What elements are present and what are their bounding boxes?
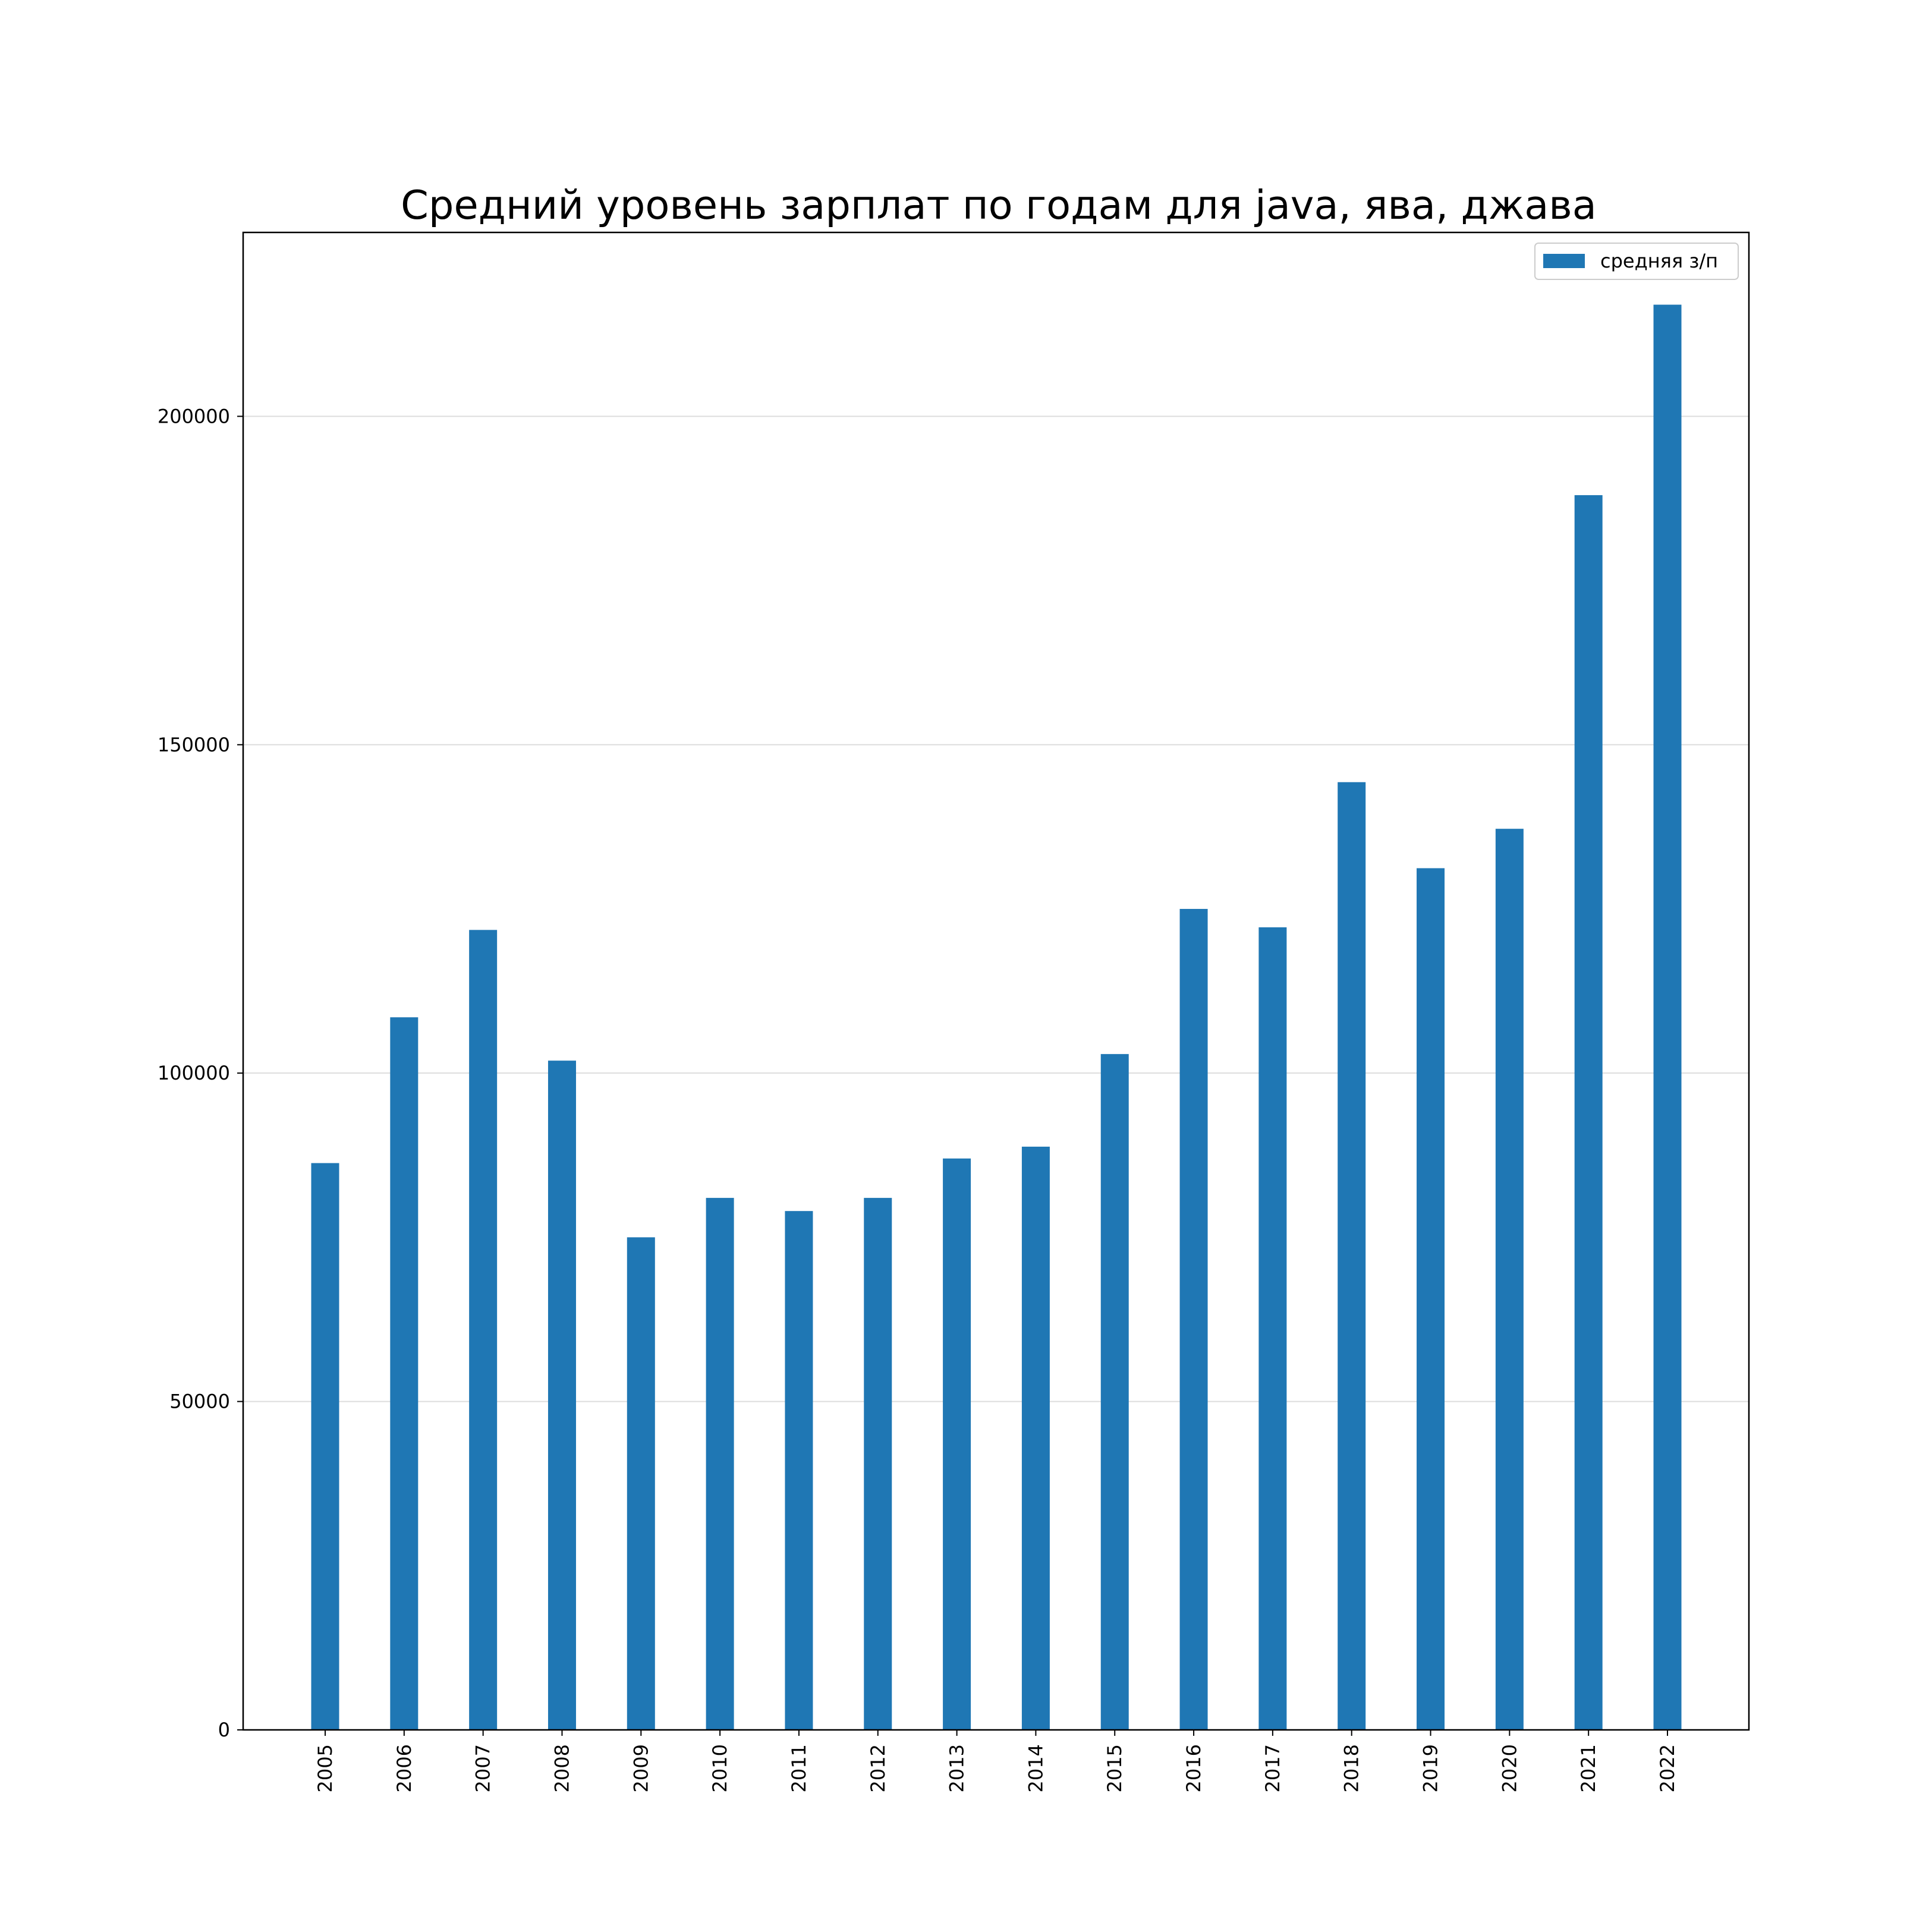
x-tick-label: 2020 — [1498, 1744, 1521, 1792]
x-tick-label: 2011 — [788, 1744, 810, 1792]
y-tick-label: 100000 — [158, 1062, 230, 1084]
y-tick-label: 150000 — [158, 734, 230, 756]
x-tick-label: 2016 — [1182, 1744, 1205, 1792]
legend-label: средняя з/п — [1600, 250, 1718, 272]
bar-2019 — [1417, 868, 1445, 1730]
x-tick-label: 2022 — [1656, 1744, 1679, 1792]
legend-swatch — [1543, 254, 1585, 268]
bar-2010 — [706, 1198, 734, 1730]
x-tick-label: 2010 — [709, 1744, 731, 1792]
y-tick-label: 0 — [218, 1719, 230, 1741]
y-tick-label: 50000 — [169, 1390, 230, 1413]
x-tick-label: 2007 — [472, 1744, 495, 1792]
bar-2008 — [547, 1061, 576, 1730]
x-tick-label: 2015 — [1103, 1744, 1126, 1792]
bar-2005 — [311, 1163, 339, 1730]
bars — [311, 304, 1682, 1730]
x-tick-label: 2021 — [1577, 1744, 1600, 1792]
x-tick-label: 2009 — [630, 1744, 652, 1792]
bar-2016 — [1179, 908, 1208, 1730]
x-tick-label: 2014 — [1024, 1744, 1047, 1792]
x-tick-label: 2017 — [1261, 1744, 1284, 1792]
bar-2017 — [1258, 927, 1287, 1730]
x-tick-label: 2019 — [1420, 1744, 1442, 1792]
bar-2015 — [1100, 1054, 1129, 1730]
bar-2018 — [1338, 782, 1366, 1730]
x-tick-label: 2008 — [550, 1744, 573, 1792]
x-tick-label: 2005 — [314, 1744, 336, 1792]
x-tick-label: 2018 — [1341, 1744, 1363, 1792]
bar-2011 — [785, 1211, 813, 1730]
x-tick-label: 2006 — [393, 1744, 416, 1792]
bar-2006 — [390, 1017, 419, 1730]
y-axis-ticks: 0 50000 100000 150000 200000 — [158, 405, 243, 1741]
bar-2013 — [943, 1158, 971, 1730]
plot-frame — [242, 231, 1750, 1731]
y-tick-label: 200000 — [158, 405, 230, 427]
bar-2007 — [469, 930, 498, 1730]
bar-2020 — [1495, 829, 1524, 1730]
x-tick-label: 2013 — [946, 1744, 968, 1792]
bar-2012 — [864, 1198, 892, 1730]
legend: средняя з/п — [1534, 243, 1739, 280]
bar-2021 — [1574, 495, 1603, 1730]
bar-2009 — [627, 1237, 655, 1730]
x-tick-label: 2012 — [867, 1744, 889, 1792]
bar-2022 — [1653, 304, 1682, 1730]
bar-2014 — [1021, 1146, 1050, 1730]
legend-box — [1534, 243, 1739, 280]
chart-title: Средний уровень зарплат по годам для jav… — [401, 182, 1597, 228]
x-axis-ticks: 2005 2006 2007 2008 2009 2010 2011 2012 2013 2014… — [314, 1730, 1679, 1792]
